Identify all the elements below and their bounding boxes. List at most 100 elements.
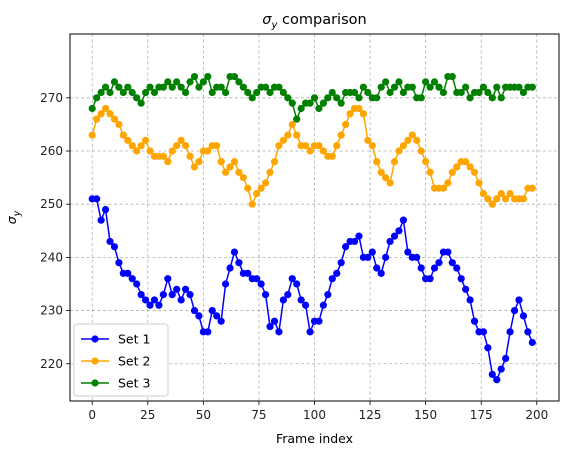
data-point [484,88,492,97]
data-point [150,296,159,304]
data-point [453,264,461,272]
data-point [239,83,247,91]
data-point [333,94,341,102]
data-point [390,232,399,240]
data-point [404,248,412,256]
data-point [488,200,496,208]
data-point [297,296,305,304]
y-tick-label: 260 [40,144,63,158]
data-point [146,147,154,155]
data-point [221,168,230,176]
data-point [119,131,127,139]
data-point [462,83,470,91]
data-point [128,275,136,283]
data-point [168,83,176,91]
data-point [235,78,243,86]
data-point [168,147,176,155]
data-point [115,259,123,267]
legend: Set 1 Set 2 Set 3 [73,323,169,397]
x-tick-label: 50 [196,408,211,422]
data-point [279,136,287,144]
x-tick-label: 200 [525,408,548,422]
data-point [168,291,176,299]
data-point [466,163,474,171]
data-point [293,131,301,139]
legend-swatch-marker [91,357,99,365]
data-point [399,142,408,150]
series-line [92,198,534,382]
data-point [377,269,385,277]
data-point [422,78,430,86]
data-point [164,275,172,283]
data-point [395,78,403,86]
data-point [355,232,363,240]
data-point [373,264,381,272]
data-point [319,301,327,309]
data-point [519,88,528,97]
data-point [337,259,345,267]
data-point [235,259,243,267]
data-point [275,83,283,91]
data-point [190,306,199,315]
data-point [395,227,403,235]
data-point [159,152,167,160]
data-point [333,269,341,277]
data-point [484,195,492,203]
data-point [106,237,114,246]
data-point [93,195,101,203]
data-point [133,147,141,155]
data-point [359,110,367,118]
data-point [110,115,119,123]
data-point [306,328,314,336]
data-point [110,243,119,251]
data-point [373,158,381,166]
data-point [382,174,390,182]
legend-item-set-2: Set 2 [81,354,150,369]
data-point [173,78,181,86]
data-point [502,195,510,203]
data-point [528,338,536,347]
data-point [177,83,185,91]
data-point [186,152,194,160]
data-point [262,83,270,91]
data-point [359,83,367,91]
data-point [364,88,372,97]
legend-label: Set 2 [118,354,150,369]
data-point [328,152,336,160]
data-point [150,88,159,97]
data-point [257,184,265,192]
title-rest: comparison [277,12,366,28]
data-point [141,296,150,304]
data-point [310,94,319,102]
data-point [204,328,212,336]
legend-label: Set 1 [118,332,150,347]
data-point [315,104,323,113]
data-point [181,285,190,293]
data-point [493,195,501,203]
data-point [257,280,265,288]
data-point [213,312,221,320]
data-point [399,88,408,97]
data-point [266,322,274,331]
data-point [413,253,421,261]
data-point [497,94,505,102]
data-point [195,83,203,91]
data-point [266,168,274,176]
data-point [462,158,470,166]
data-point [510,306,519,315]
data-point [417,264,425,272]
data-point [101,205,110,214]
data-point [208,306,216,315]
data-point [448,259,456,267]
data-point [528,184,536,192]
data-point [382,253,390,261]
data-point [97,88,105,97]
data-point [262,291,270,299]
data-point [506,328,514,336]
data-point [230,72,239,81]
data-point [493,376,501,384]
data-point [315,142,323,150]
data-point [97,110,105,118]
data-point [488,370,496,379]
data-point [137,99,145,107]
